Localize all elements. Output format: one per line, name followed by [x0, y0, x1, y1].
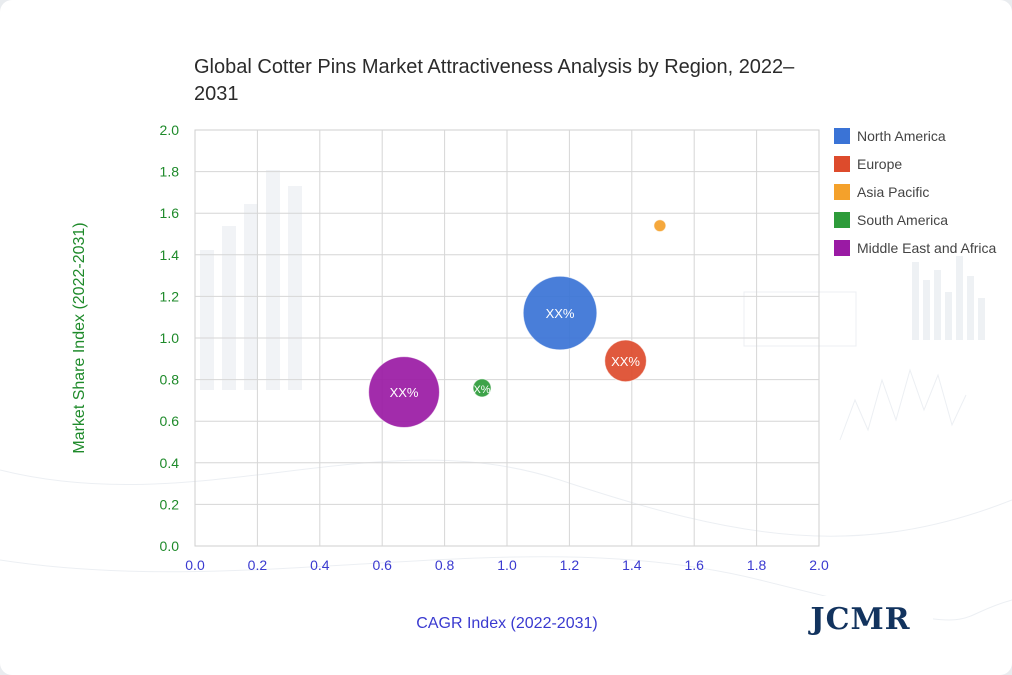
x-tick-label: 0.0: [185, 557, 205, 573]
x-tick-label: 0.6: [372, 557, 392, 573]
bubble-south-america: [472, 378, 492, 398]
chart-legend: North America Europe Asia Pacific South Ame…: [834, 127, 1004, 267]
jcmr-logo: JCMR: [788, 596, 933, 642]
y-tick-label: 0.4: [160, 455, 180, 471]
bubble-label-north-america: XX%: [546, 306, 575, 321]
y-axis-label: Market Share Index (2022-2031): [71, 222, 88, 453]
bubble-label-middle-east-and-africa: XX%: [390, 385, 419, 400]
x-tick-label: 0.2: [248, 557, 268, 573]
legend-label: Asia Pacific: [857, 184, 930, 200]
x-tick-label: 1.0: [497, 557, 517, 573]
y-tick-label: 2.0: [160, 122, 180, 138]
legend-label: Middle East and Africa: [857, 240, 997, 256]
legend-item-middle-east-and-africa: Middle East and Africa: [834, 239, 1004, 258]
bubble-label-europe: XX%: [611, 354, 640, 369]
legend-item-south-america: South America: [834, 211, 1004, 230]
chart-title: Global Cotter Pins Market Attractiveness…: [194, 56, 795, 105]
x-tick-label: 1.8: [747, 557, 767, 573]
y-tick-label: 1.0: [160, 330, 180, 346]
x-tick-label: 1.6: [684, 557, 704, 573]
bubble-label-south-america: X%: [473, 384, 490, 396]
bubble-north-america: [522, 275, 598, 351]
logo-text: JCMR: [810, 601, 911, 637]
legend-label: North America: [857, 128, 946, 144]
x-tick-label: 1.2: [560, 557, 580, 573]
y-tick-label: 1.2: [160, 288, 180, 304]
x-tick-label: 0.8: [435, 557, 455, 573]
legend-swatch: [834, 156, 850, 172]
x-tick-label: 0.4: [310, 557, 330, 573]
legend-item-north-america: North America: [834, 127, 1004, 146]
y-tick-label: 0.2: [160, 496, 180, 512]
legend-swatch: [834, 128, 850, 144]
legend-item-europe: Europe: [834, 155, 1004, 174]
y-tick-label: 0.8: [160, 372, 180, 388]
x-tick-label: 2.0: [809, 557, 829, 573]
legend-swatch: [834, 212, 850, 228]
legend-swatch: [834, 240, 850, 256]
bubble-europe: [604, 339, 647, 383]
y-tick-label: 1.6: [160, 205, 180, 221]
legend-label: Europe: [857, 156, 903, 172]
x-axis-label: CAGR Index (2022-2031): [416, 615, 597, 632]
y-tick-label: 1.8: [160, 164, 180, 180]
bubble-middle-east-and-africa: [368, 356, 440, 428]
y-tick-label: 1.4: [160, 247, 180, 263]
y-tick-label: 0.0: [160, 538, 180, 554]
legend-swatch: [834, 184, 850, 200]
legend-item-asia-pacific: Asia Pacific: [834, 183, 1004, 202]
y-tick-label: 0.6: [160, 413, 180, 429]
bubble-asia-pacific: [653, 219, 667, 233]
legend-label: South America: [857, 212, 949, 228]
x-tick-label: 1.4: [622, 557, 642, 573]
